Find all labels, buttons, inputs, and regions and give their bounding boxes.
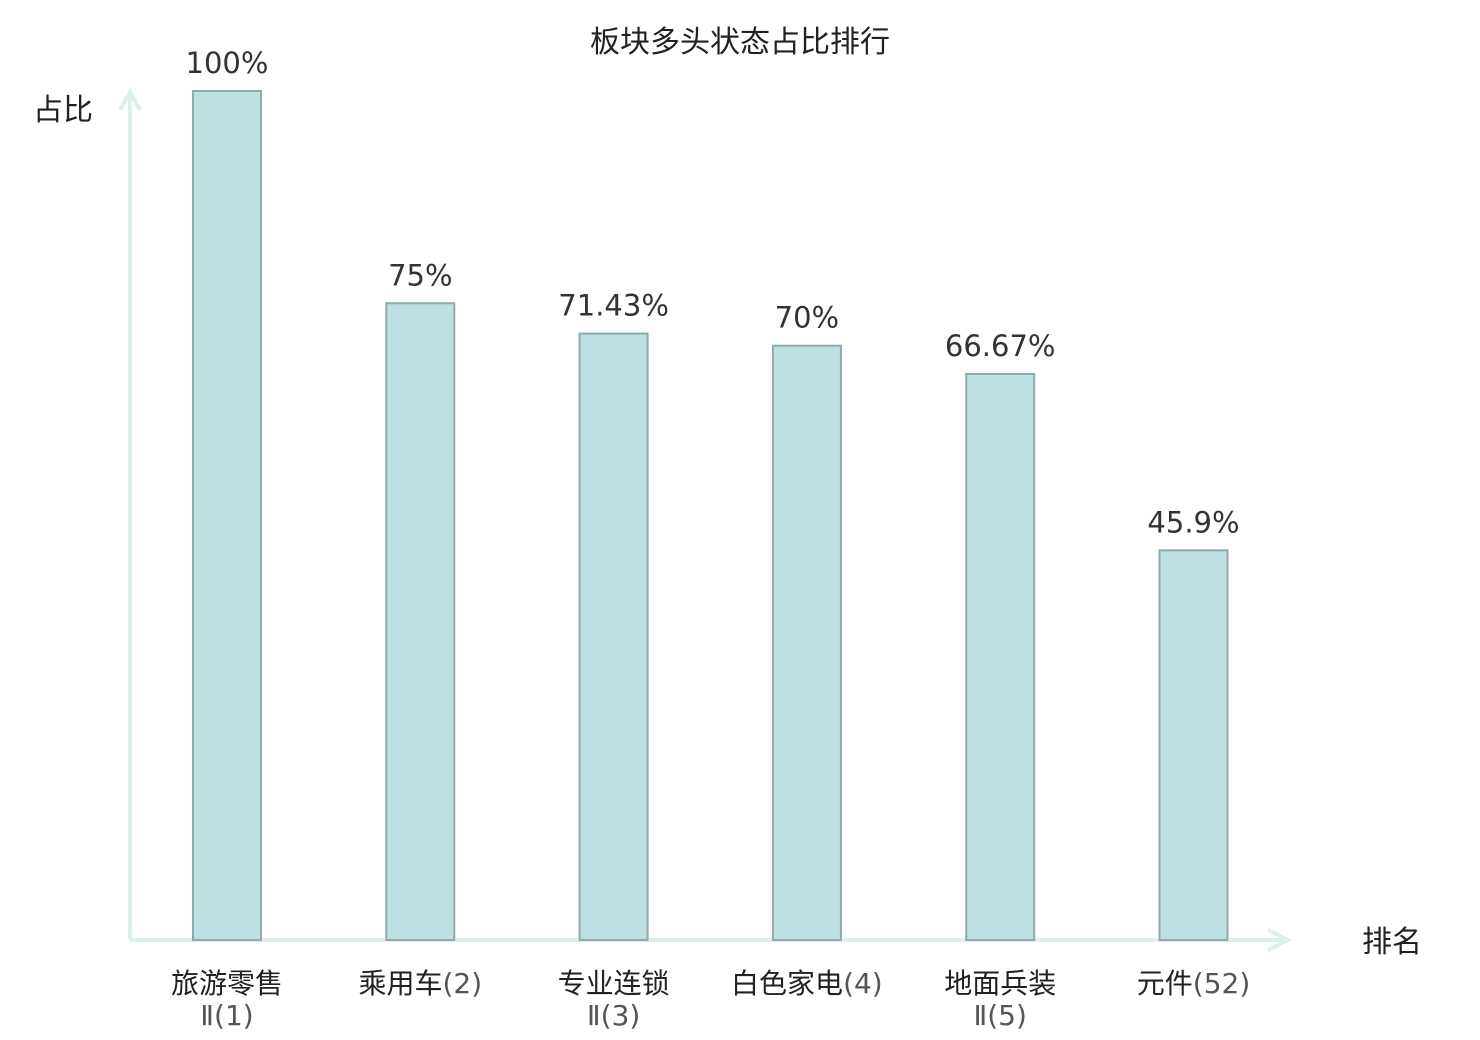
chart-title: 板块多头状态占比排行 — [590, 25, 890, 60]
category-label-6: 元件(52) — [1137, 967, 1251, 1000]
bar-4 — [771, 344, 842, 941]
category-label-4: 白色家电(4) — [731, 967, 883, 1000]
value-labels-group: 100% 75% 71.43% 70% 66.67% 45.9% — [186, 46, 1240, 539]
value-label-1: 100% — [186, 46, 269, 80]
category-label-1: 旅游零售 Ⅱ(1) — [171, 967, 283, 1032]
category-label-5: 地面兵装 Ⅱ(5) — [944, 967, 1056, 1032]
axes — [118, 87, 1293, 952]
bar-1 — [192, 90, 262, 941]
bar-5 — [965, 372, 1036, 942]
category-label-2: 乘用车(2) — [358, 967, 482, 1000]
y-axis-label: 占比 — [33, 93, 93, 128]
bars-group — [192, 90, 1229, 942]
value-label-5: 66.67% — [945, 329, 1056, 363]
value-label-2: 75% — [388, 258, 452, 292]
category-label-3: 专业连锁 Ⅱ(3) — [558, 967, 670, 1032]
x-axis-label: 排名 — [1362, 925, 1422, 960]
value-label-6: 45.9% — [1147, 505, 1239, 539]
bar-6 — [1158, 549, 1229, 942]
category-labels-group: 旅游零售 Ⅱ(1) 乘用车(2) 专业连锁 Ⅱ(3) 白色家电(4) 地面兵装 Ⅱ(5) 元件(… — [171, 967, 1250, 1032]
value-label-3: 71.43% — [558, 289, 669, 323]
x-axis-arrow — [1267, 928, 1293, 952]
value-label-4: 70% — [775, 301, 839, 335]
y-axis-arrow — [118, 87, 142, 111]
bar-3 — [578, 332, 649, 941]
bar-2 — [385, 302, 456, 941]
